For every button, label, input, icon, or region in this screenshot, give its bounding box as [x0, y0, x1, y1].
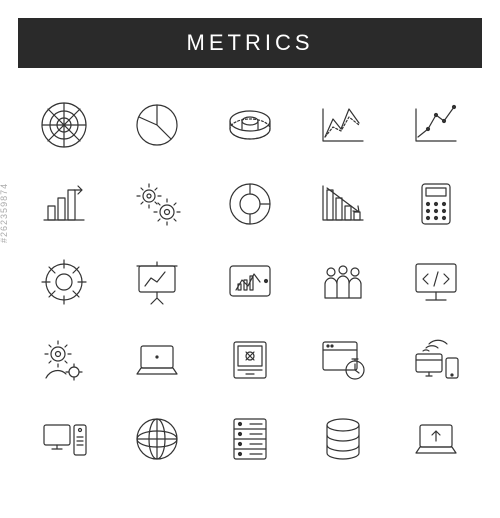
gear-process-icon: [36, 332, 92, 388]
gear-icon: [36, 254, 92, 310]
presentation-board-icon: [129, 254, 185, 310]
tablet-chart-icon: [222, 254, 278, 310]
globe-icon: [129, 411, 185, 467]
area-chart-icon: [315, 97, 371, 153]
laptop-icon: [129, 332, 185, 388]
monitor-code-icon: [408, 254, 464, 310]
ring-chart-icon: [222, 176, 278, 232]
donut-3d-icon: [222, 97, 278, 153]
watermark-text: #262359874: [0, 183, 9, 243]
line-chart-up-icon: [408, 97, 464, 153]
laptop-arrow-icon: [408, 411, 464, 467]
calculator-icon: [408, 176, 464, 232]
devices-wifi-icon: [408, 332, 464, 388]
bar-chart-icon: [36, 176, 92, 232]
radar-chart-icon: [36, 97, 92, 153]
browser-stopwatch-icon: [315, 332, 371, 388]
desktop-pc-icon: [36, 411, 92, 467]
database-icon: [315, 411, 371, 467]
page-title: METRICS: [187, 30, 314, 55]
gears-icon: [129, 176, 185, 232]
pie-chart-icon: [129, 97, 185, 153]
header-banner: METRICS: [18, 18, 482, 68]
team-people-icon: [315, 254, 371, 310]
icon-grid: [0, 76, 500, 496]
3d-printer-icon: [222, 332, 278, 388]
bar-chart-down-icon: [315, 176, 371, 232]
server-rack-icon: [222, 411, 278, 467]
